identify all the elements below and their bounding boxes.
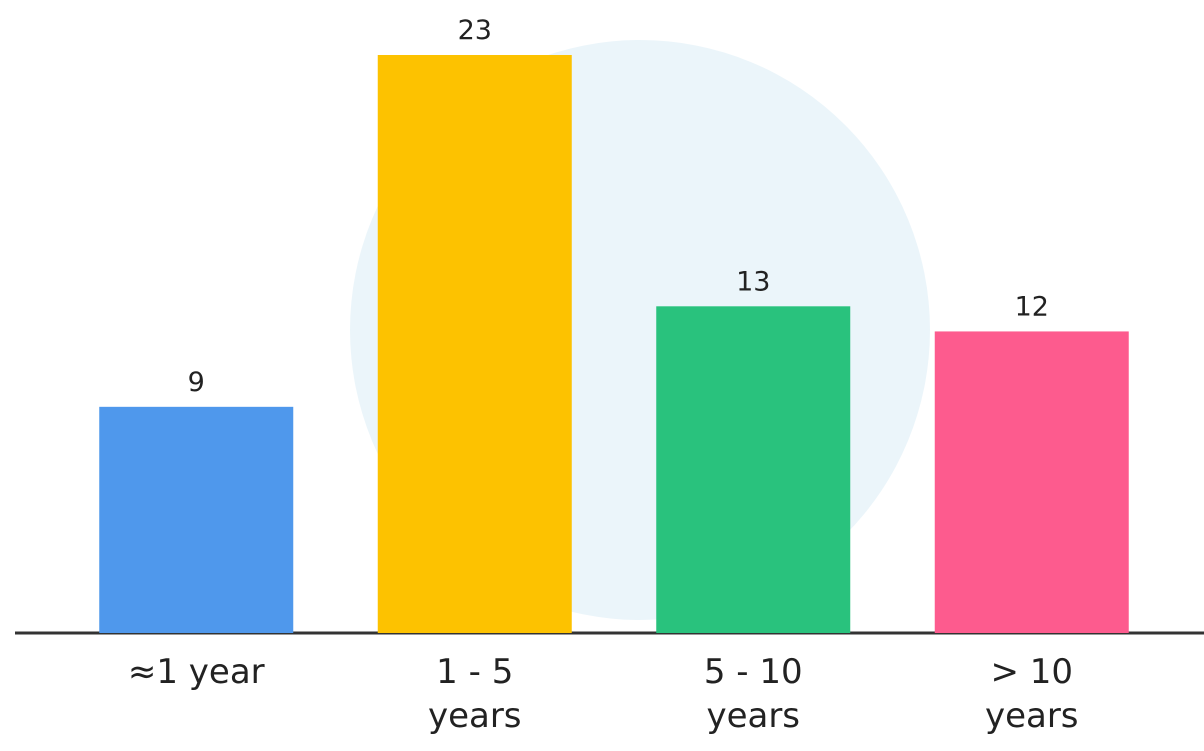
x-tick-label: 5 - 10 years <box>703 652 803 736</box>
x-tick-label: 1 - 5 years <box>427 652 522 736</box>
value-label: 9 <box>188 367 205 398</box>
x-tick-label: ≈1 year <box>127 652 265 692</box>
bar <box>934 331 1129 633</box>
value-label: 12 <box>1015 291 1049 322</box>
bar <box>656 306 851 633</box>
value-label: 23 <box>458 15 492 46</box>
x-tick-label: > 10 years <box>984 652 1079 736</box>
bar <box>377 55 572 633</box>
value-label: 13 <box>736 266 770 297</box>
bar <box>99 406 294 633</box>
